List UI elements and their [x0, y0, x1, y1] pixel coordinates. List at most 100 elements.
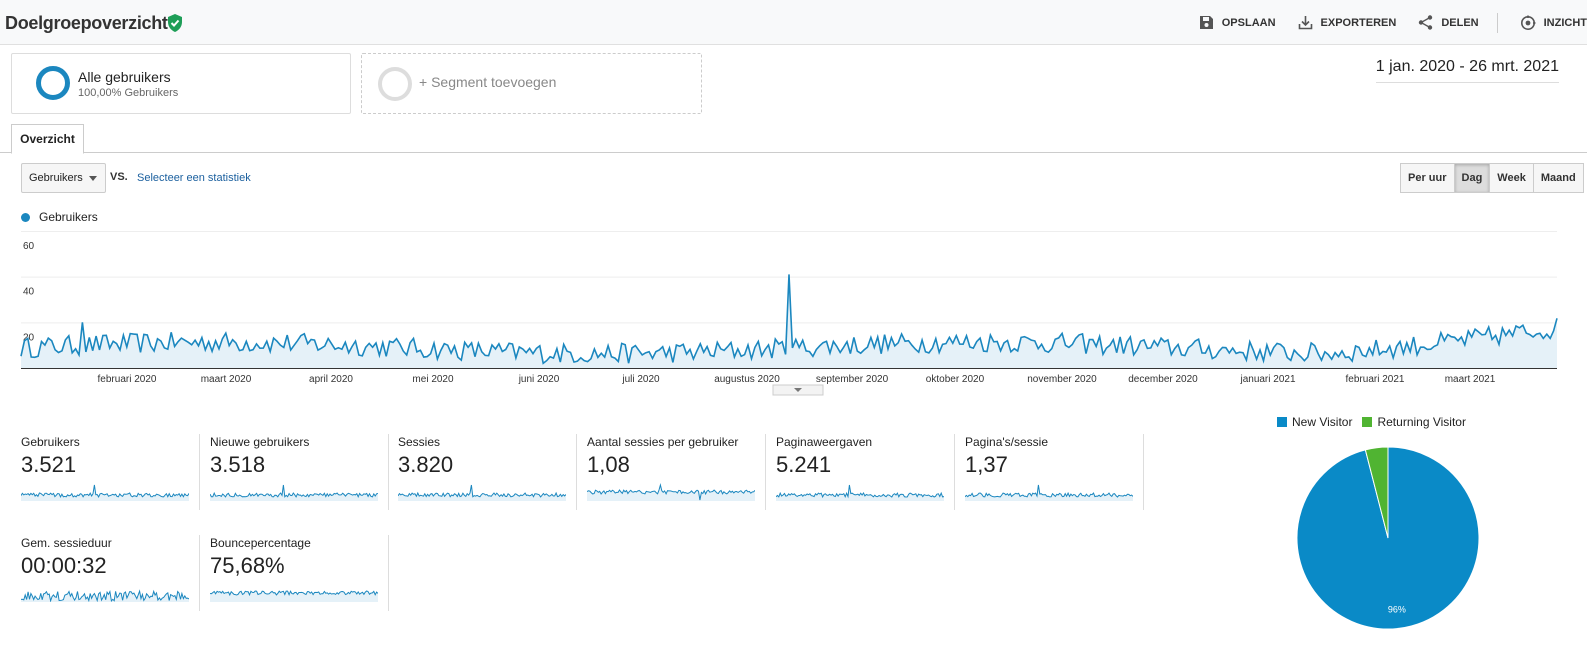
- x-tick-label: juli 2020: [621, 374, 660, 385]
- metric-sparkline: [210, 484, 378, 501]
- top-bar: Doelgroepoverzicht OPSLAAN EXPORTEREN: [0, 0, 1587, 45]
- metric-value: 00:00:32: [21, 553, 107, 578]
- sparkline-area: [587, 485, 755, 501]
- sparkline-area: [776, 485, 944, 501]
- select-statistic-link[interactable]: Selecteer een statistiek: [137, 172, 251, 184]
- segment-ring-icon: [36, 66, 70, 100]
- metric-value: 5.241: [776, 452, 832, 477]
- metric-divider: [954, 434, 955, 510]
- segment-name: Alle gebruikers: [78, 69, 171, 85]
- share-button[interactable]: DELEN: [1418, 15, 1479, 30]
- metric-select-value: Gebruikers: [29, 172, 83, 184]
- metric-card[interactable]: Paginaweergaven 5.241: [776, 435, 961, 511]
- legend-label-users: Gebruikers: [39, 210, 98, 224]
- save-label: OPSLAAN: [1221, 16, 1276, 29]
- metric-card[interactable]: Bouncepercentage 75,68%: [210, 536, 395, 612]
- export-icon: [1298, 16, 1312, 30]
- sparkline-line: [210, 484, 378, 499]
- visitor-pie-chart[interactable]: 96%: [1296, 446, 1480, 630]
- sparkline-area: [210, 485, 378, 501]
- metric-value: 3.820: [398, 452, 454, 477]
- metric-card[interactable]: Nieuwe gebruikers 3.518: [210, 435, 395, 511]
- metric-card[interactable]: Aantal sessies per gebruiker 1,08: [587, 435, 772, 511]
- metric-divider: [388, 535, 389, 611]
- period-toggle: Per uur Dag Week Maand: [1400, 163, 1584, 193]
- metric-label: Gem. sessieduur: [21, 536, 112, 550]
- x-tick-label: januari 2021: [1239, 374, 1295, 385]
- metric-sparkline: [587, 483, 755, 501]
- actions-divider: [1496, 12, 1498, 33]
- metric-select[interactable]: Gebruikers: [21, 163, 106, 193]
- metric-label: Paginaweergaven: [776, 435, 873, 449]
- metric-value: 1,08: [587, 452, 630, 477]
- share-label: DELEN: [1441, 16, 1479, 29]
- header-actions: OPSLAAN EXPORTEREN DELEN: [1177, 0, 1587, 45]
- metric-label: Gebruikers: [21, 435, 80, 449]
- y-tick-label: 40: [23, 287, 35, 298]
- empty-ring-icon: [378, 67, 412, 101]
- vs-label: VS.: [110, 171, 128, 183]
- sparkline-line: [965, 484, 1133, 498]
- x-tick-label: november 2020: [1027, 374, 1097, 385]
- tab-divider: [0, 152, 1587, 153]
- metric-divider: [199, 434, 200, 510]
- period-week-button[interactable]: Week: [1489, 163, 1534, 193]
- export-button[interactable]: EXPORTEREN: [1298, 15, 1396, 30]
- legend-dot-users: [21, 213, 30, 222]
- sparkline-line: [21, 484, 189, 499]
- tab-overview[interactable]: Overzicht: [11, 124, 84, 154]
- metric-sparkline: [398, 484, 566, 501]
- metric-label: Bouncepercentage: [210, 536, 311, 550]
- metric-label: Aantal sessies per gebruiker: [587, 435, 739, 449]
- segment-detail: 100,00% Gebruikers: [78, 87, 179, 99]
- metric-value: 3.518: [210, 452, 266, 477]
- date-range-picker[interactable]: 1 jan. 2020 - 26 mrt. 2021: [1375, 58, 1559, 83]
- metric-card[interactable]: Gem. sessieduur 00:00:32: [21, 536, 206, 612]
- pie-legend: New Visitor Returning Visitor: [1277, 415, 1476, 429]
- period-day-button[interactable]: Dag: [1453, 163, 1491, 193]
- metric-label: Nieuwe gebruikers: [210, 435, 310, 449]
- metric-sparkline: [776, 484, 944, 501]
- x-tick-label: februari 2020: [98, 374, 157, 385]
- metric-sparkline: [210, 590, 378, 602]
- y-tick-label: 60: [23, 241, 35, 252]
- metric-value: 1,37: [965, 452, 1008, 477]
- insights-button[interactable]: INZICHT: [1520, 15, 1587, 31]
- sparkline-line: [210, 590, 378, 597]
- x-tick-label: juni 2020: [518, 374, 560, 385]
- add-segment-button[interactable]: + Segment toevoegen: [361, 53, 702, 114]
- sparkline-area: [398, 485, 566, 501]
- period-month-button[interactable]: Maand: [1532, 163, 1584, 193]
- pie-slice-returning-visitor[interactable]: [1364, 446, 1389, 539]
- period-hourly-button[interactable]: Per uur: [1400, 163, 1455, 193]
- x-tick-label: augustus 2020: [714, 374, 780, 385]
- metric-sparkline: [21, 589, 189, 602]
- metric-label: Pagina's/sessie: [965, 435, 1049, 449]
- metric-sparkline: [965, 484, 1133, 501]
- metric-card[interactable]: Gebruikers 3.521: [21, 435, 206, 511]
- segment-all-users[interactable]: Alle gebruikers 100,00% Gebruikers: [11, 53, 351, 114]
- save-icon: [1199, 16, 1213, 29]
- x-tick-label: mei 2020: [412, 374, 454, 385]
- chevron-down-icon: [794, 388, 802, 392]
- legend-new-visitor-label: New Visitor: [1292, 415, 1353, 429]
- metric-card[interactable]: Pagina's/sessie 1,37: [965, 435, 1150, 511]
- share-icon: [1419, 15, 1433, 30]
- metric-divider: [388, 434, 389, 510]
- x-tick-label: april 2020: [309, 374, 353, 385]
- metric-divider: [199, 535, 200, 611]
- x-tick-label: februari 2021: [1346, 374, 1405, 385]
- pie-slice-label: 96%: [1388, 604, 1406, 614]
- metric-divider: [1143, 434, 1144, 510]
- sparkline-line: [21, 589, 189, 602]
- x-tick-label: december 2020: [1128, 374, 1198, 385]
- metric-divider: [576, 434, 577, 510]
- users-line-chart[interactable]: 60 40 20 februari 2020 maart 2020 april 2020 m…: [0, 225, 1587, 400]
- metric-card[interactable]: Sessies 3.820: [398, 435, 583, 511]
- x-tick-label: september 2020: [816, 374, 889, 385]
- save-button[interactable]: OPSLAAN: [1199, 15, 1276, 30]
- sparkline-line: [398, 484, 566, 498]
- verified-shield-icon: [168, 14, 182, 32]
- x-tick-label: oktober 2020: [926, 374, 985, 385]
- page-title: Doelgroepoverzicht: [5, 13, 168, 33]
